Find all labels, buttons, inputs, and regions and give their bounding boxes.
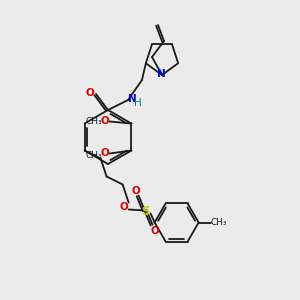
Text: O: O	[150, 226, 159, 236]
Text: O: O	[100, 116, 109, 125]
Text: O: O	[131, 185, 140, 196]
Text: O: O	[100, 148, 109, 158]
Text: O: O	[85, 88, 94, 98]
Text: H: H	[134, 98, 142, 108]
Text: N: N	[157, 69, 165, 79]
Text: O: O	[119, 202, 128, 212]
Text: CH₃: CH₃	[210, 218, 227, 227]
Text: S: S	[141, 205, 150, 218]
Text: N: N	[128, 94, 136, 104]
Text: CH₃: CH₃	[85, 151, 102, 160]
Text: CH₃: CH₃	[85, 117, 102, 126]
